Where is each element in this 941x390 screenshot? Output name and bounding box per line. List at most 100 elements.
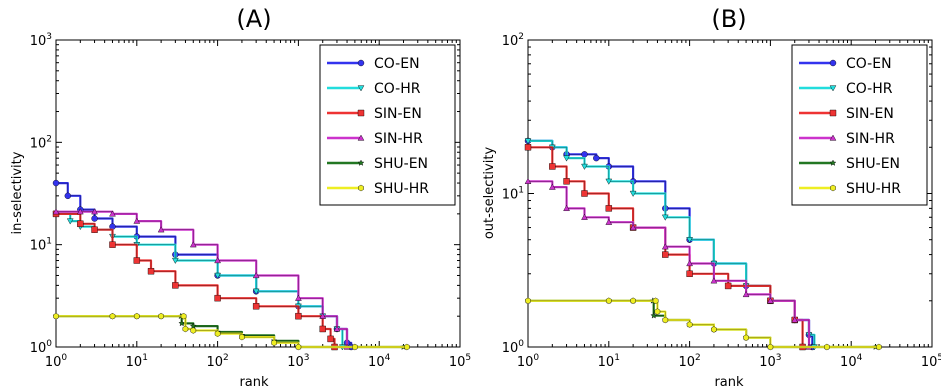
series-co-en bbox=[52, 179, 355, 351]
data-point-shu-hr bbox=[239, 333, 245, 341]
data-point-sin-hr bbox=[581, 213, 588, 220]
panel-b-legend: CO-EN CO-HR SIN-EN SIN-HR SHU-EN SHU-HR bbox=[791, 44, 928, 206]
legend-marker-sin-en bbox=[357, 109, 365, 117]
legend-box bbox=[319, 44, 456, 206]
data-point-sin-en bbox=[662, 251, 669, 258]
data-point-sin-hr bbox=[742, 291, 750, 298]
data-point-sin-hr bbox=[214, 257, 221, 264]
data-point-sin-en bbox=[147, 268, 155, 275]
legend-label-sin-hr: SIN-HR bbox=[374, 131, 423, 147]
y-tick-label: 101 bbox=[502, 186, 524, 203]
data-point-co-en bbox=[581, 151, 588, 158]
series-co-en bbox=[524, 137, 816, 351]
legend-label-co-hr: CO-HR bbox=[374, 81, 421, 97]
data-point-co-hr bbox=[172, 257, 179, 264]
data-point-sin-hr bbox=[157, 226, 165, 233]
data-point-shu-hr bbox=[711, 326, 717, 333]
x-tick-label: 100 bbox=[45, 353, 68, 370]
data-point-sin-hr bbox=[548, 183, 556, 190]
series-line-shu-hr bbox=[528, 299, 879, 349]
data-point-sin-en bbox=[327, 335, 334, 343]
series-outline-sin-hr bbox=[528, 181, 810, 347]
data-point-co-en bbox=[64, 192, 72, 200]
data-point-co-hr bbox=[661, 214, 669, 221]
x-tick-label: 104 bbox=[368, 353, 391, 370]
data-point-sin-en bbox=[172, 282, 179, 289]
data-point-sin-en bbox=[214, 294, 221, 302]
legend-marker-shu-en bbox=[829, 159, 837, 166]
data-point-co-hr bbox=[252, 288, 260, 295]
x-tick-label: 105 bbox=[449, 353, 471, 370]
data-point-sin-en bbox=[295, 312, 302, 320]
data-point-shu-hr bbox=[182, 325, 189, 333]
data-point-co-hr bbox=[686, 237, 693, 244]
data-point-shu-hr bbox=[295, 343, 302, 351]
data-point-sin-hr bbox=[661, 243, 669, 250]
legend-marker-co-hr bbox=[357, 85, 365, 92]
legend-marker-shu-hr bbox=[358, 184, 364, 192]
legend-marker-shu-hr bbox=[830, 184, 836, 192]
panel-a-legend: CO-EN CO-HR SIN-EN SIN-HR SHU-EN SHU-HR bbox=[319, 44, 456, 206]
series-sin-en bbox=[52, 210, 338, 351]
x-tick-label: 100 bbox=[517, 353, 540, 370]
data-point-shu-hr bbox=[606, 297, 612, 305]
data-point-sin-hr bbox=[767, 297, 774, 304]
data-point-shu-hr bbox=[767, 343, 774, 351]
data-point-sin-hr bbox=[252, 272, 260, 279]
legend-label-shu-hr: SHU-HR bbox=[374, 181, 429, 197]
y-tick-label: 100 bbox=[30, 339, 53, 356]
data-point-shu-hr bbox=[134, 312, 140, 320]
panel-a-plot-frame bbox=[55, 39, 461, 348]
data-point-co-en bbox=[593, 154, 600, 162]
data-point-shu-hr bbox=[743, 334, 749, 341]
legend-label-co-hr: CO-HR bbox=[846, 81, 893, 97]
data-point-sin-en bbox=[524, 144, 532, 151]
data-point-shu-hr bbox=[180, 312, 187, 320]
data-point-sin-en bbox=[549, 163, 556, 170]
data-point-co-en bbox=[52, 179, 60, 187]
legend-label-sin-hr: SIN-HR bbox=[846, 131, 895, 147]
data-point-sin-en bbox=[563, 178, 570, 185]
data-point-sin-en bbox=[133, 257, 140, 264]
series-sin-hr bbox=[52, 208, 351, 350]
legend-marker-sin-hr bbox=[357, 134, 365, 141]
y-tick-label: 103 bbox=[30, 32, 52, 49]
legend-marker-co-en bbox=[357, 59, 365, 67]
data-point-co-en bbox=[91, 215, 98, 222]
y-tick-label: 102 bbox=[502, 32, 524, 49]
y-tick-label: 100 bbox=[502, 339, 525, 356]
data-point-shu-hr bbox=[404, 343, 410, 351]
legend-label-shu-hr: SHU-HR bbox=[846, 181, 901, 197]
data-point-sin-hr bbox=[295, 294, 302, 301]
series-line-co-hr bbox=[528, 139, 816, 347]
data-point-shu-hr bbox=[352, 343, 358, 351]
data-point-co-hr bbox=[563, 155, 570, 162]
data-point-sin-en bbox=[724, 282, 732, 290]
data-point-sin-en bbox=[77, 220, 84, 227]
data-point-shu-hr bbox=[214, 330, 221, 337]
series-sin-hr bbox=[524, 177, 813, 350]
data-point-shu-hr bbox=[686, 321, 693, 328]
data-point-shu-hr bbox=[525, 297, 531, 305]
data-point-shu-en bbox=[178, 319, 186, 327]
series-line-co-en bbox=[528, 139, 814, 347]
legend-label-shu-en: SHU-EN bbox=[846, 156, 900, 172]
data-point-shu-hr bbox=[652, 297, 659, 305]
legend-label-co-en: CO-EN bbox=[374, 56, 420, 72]
legend-label-sin-en: SIN-EN bbox=[374, 106, 422, 122]
x-tick-label: 104 bbox=[840, 353, 863, 370]
data-point-sin-hr bbox=[710, 277, 718, 284]
data-point-shu-hr bbox=[662, 316, 669, 324]
legend-label-sin-en: SIN-EN bbox=[846, 106, 894, 122]
data-point-shu-hr bbox=[630, 297, 636, 305]
x-tick-label: 101 bbox=[598, 353, 620, 370]
data-point-sin-hr bbox=[605, 218, 613, 225]
series-outline-co-en bbox=[528, 140, 813, 347]
panel-a-series bbox=[52, 179, 410, 351]
y-tick-label: 102 bbox=[30, 134, 52, 151]
series-line-co-en bbox=[56, 182, 353, 347]
data-point-co-hr bbox=[581, 163, 588, 170]
data-point-sin-hr bbox=[686, 260, 693, 267]
data-point-co-hr bbox=[66, 218, 74, 225]
